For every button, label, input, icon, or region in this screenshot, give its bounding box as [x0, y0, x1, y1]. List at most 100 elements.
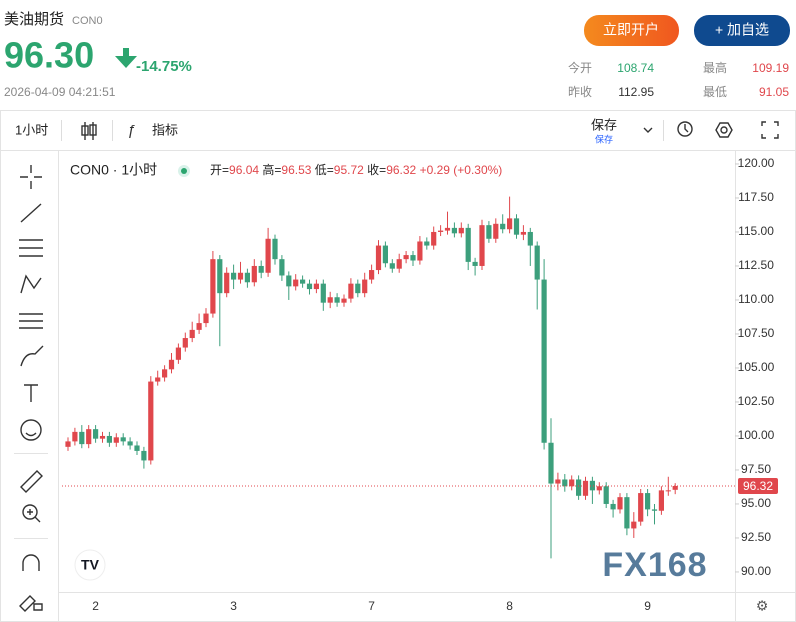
open-account-button[interactable] [584, 15, 679, 46]
alert-icon[interactable] [677, 121, 693, 137]
x-tick-label: 7 [368, 599, 375, 613]
x-tick-label: 2 [92, 599, 99, 613]
fx-icon[interactable]: ƒ [127, 122, 135, 139]
candle-body [651, 509, 658, 511]
watermark: FX168 [602, 546, 707, 584]
line-tool[interactable] [20, 203, 42, 223]
candle-body [86, 429, 92, 445]
pattern-tool[interactable] [20, 274, 42, 294]
candle-body [369, 270, 375, 280]
candle-body [355, 283, 361, 294]
y-tick-label: 90.00 [741, 564, 771, 578]
candle-body [155, 377, 161, 382]
stat-label: 今开 [568, 60, 592, 75]
y-tick-label: 102.50 [738, 394, 775, 408]
candle-body [251, 265, 257, 283]
candle-body [638, 493, 644, 522]
candle-body [382, 245, 388, 264]
candle-body [520, 231, 526, 235]
candle-body [134, 445, 140, 451]
legend-symbol: CON0 · 1小时 [70, 162, 157, 178]
candle-body [603, 486, 609, 504]
legend-change: +0.29 (+0.30%) [420, 163, 503, 177]
candle-body [162, 369, 168, 378]
candle-body [389, 263, 395, 269]
y-tick-label: 110.00 [738, 292, 774, 306]
watchlist-button[interactable] [694, 15, 790, 46]
legend-label: 低= [315, 163, 334, 177]
y-tick-label: 112.50 [738, 258, 774, 272]
y-tick-label: 107.50 [738, 326, 775, 340]
candle-icon[interactable] [81, 122, 97, 140]
watchlist-label[interactable]: + 加自选 [715, 22, 769, 38]
candle-body [541, 279, 547, 443]
candle-body [645, 493, 651, 510]
candle-body [610, 503, 616, 510]
candle-body [300, 279, 306, 284]
candle-body [286, 275, 292, 287]
magnet-tool[interactable] [22, 554, 40, 571]
fullscreen-icon[interactable] [761, 121, 779, 139]
y-tick-label: 105.00 [738, 360, 775, 374]
change: -14.75% [136, 58, 192, 75]
legend-value: 96.32 [386, 163, 416, 177]
candle-body [334, 297, 340, 303]
plot: 90.00 92.50 95.00 97.50 100.00 102.50 105.00 10… [62, 156, 775, 613]
candle-body [279, 259, 285, 276]
candle-body [500, 223, 506, 230]
candle-body [65, 441, 71, 447]
stat-label: 最低 [703, 85, 727, 99]
emoji-tool[interactable] [20, 419, 42, 441]
lock-tool[interactable] [19, 595, 43, 612]
y-tick-label: 92.50 [741, 530, 771, 544]
candle-body [582, 480, 589, 496]
candle-body [306, 283, 313, 290]
candle-body [534, 245, 540, 280]
indicators[interactable]: 指标 [152, 122, 178, 137]
candle-body [624, 497, 630, 529]
candle-body [203, 313, 209, 324]
candle-body [210, 259, 216, 314]
interval[interactable]: 1小时 [15, 122, 48, 137]
status-dot [181, 168, 187, 174]
projection-tool[interactable] [19, 313, 43, 329]
candle-body [258, 265, 264, 273]
ruler-tool[interactable] [20, 470, 43, 493]
chevron[interactable] [643, 127, 653, 133]
fib-tool[interactable] [19, 239, 43, 257]
y-tick-label: 115.00 [738, 224, 774, 238]
brush-tool[interactable] [20, 345, 44, 367]
candle-body [396, 259, 402, 269]
open-account-label[interactable]: 立即开户 [603, 22, 659, 38]
candle-body [175, 347, 181, 360]
candle-body [362, 279, 368, 294]
legend-value: 96.04 [229, 163, 259, 177]
candle-body [451, 227, 457, 234]
axis-settings[interactable]: ⚙ [756, 598, 769, 614]
title: 美油期货 [4, 11, 64, 28]
save[interactable]: 保存 [591, 117, 617, 132]
y-tick-label: 120.00 [738, 156, 775, 170]
zoom-tool[interactable] [22, 504, 41, 523]
text-tool[interactable] [24, 384, 38, 402]
candle-body [486, 225, 492, 239]
candle-body [341, 298, 347, 303]
settings-icon[interactable] [715, 122, 733, 138]
code: CON0 [72, 15, 103, 27]
y-tick-label: 117.50 [738, 190, 774, 204]
candle-body [141, 450, 147, 461]
candle-body [237, 272, 244, 280]
candle-body [327, 297, 333, 303]
candle-body [127, 441, 133, 446]
candle-body [106, 435, 112, 443]
candle-body [168, 359, 175, 370]
crosshair-tool[interactable] [20, 165, 42, 189]
legend-label: 收= [367, 163, 386, 177]
candle-body [196, 323, 202, 330]
candle-body [293, 279, 299, 287]
stat-value: 108.74 [617, 61, 654, 75]
candle-body [596, 486, 602, 491]
candle-body [182, 338, 188, 348]
